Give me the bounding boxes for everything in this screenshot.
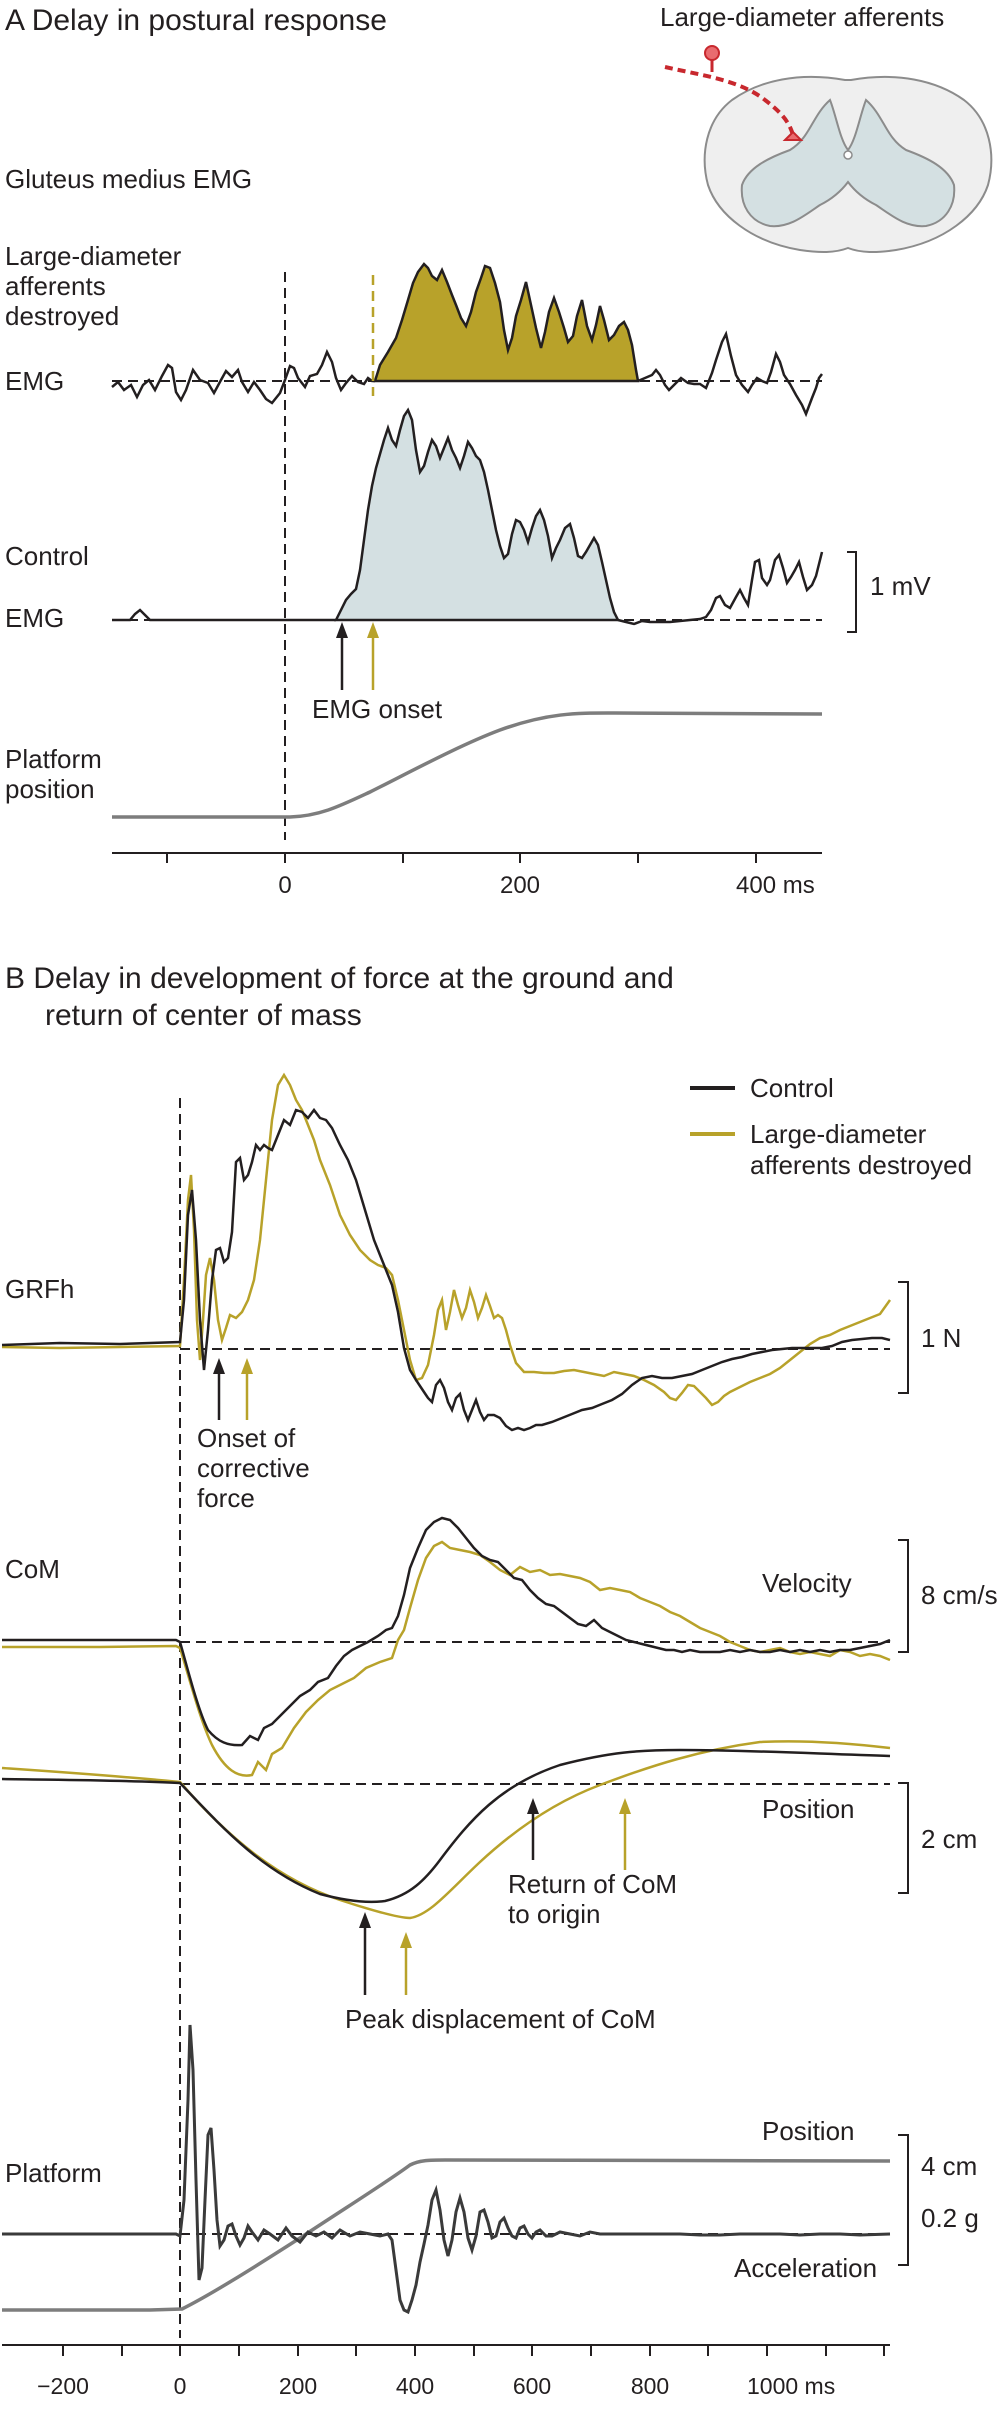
grfh-control-trace [1,1107,891,1432]
control-return-arrowhead [527,1798,539,1814]
platform-label-b: Platform [5,2158,102,2188]
scale-2cm-label: 2 cm [921,1824,977,1854]
platform-position-trace-a [112,711,823,819]
scale-bar-1mv [847,551,857,633]
tick-b-200: 200 [279,2373,317,2399]
velocity-lesion-trace [2,1540,891,1777]
legend-lesion-label-2: afferents destroyed [750,1150,972,1180]
tick-b-neg200: −200 [37,2373,89,2399]
lesion-emg-fill [373,262,640,383]
lesion-label-1: Large-diameter [5,241,182,271]
emg-label-control: EMG [5,603,64,633]
force-onset-label-2: corrective [197,1453,310,1483]
grfh-lesion-trace [1,1072,892,1407]
tick-b-1000: 1000 ms [747,2373,835,2399]
lesion-label-3: destroyed [5,301,119,331]
tick-b-0: 0 [174,2373,187,2399]
scale-bar-8cms [898,1539,909,1653]
platform-label-1: Platform [5,744,102,774]
spinal-cord-diagram [664,45,993,254]
scale-bar-platform [898,2134,909,2266]
lesion-onset-arrowhead [367,622,379,638]
scale-bar-2cm [898,1782,909,1894]
tick-a-0: 0 [278,872,291,899]
control-force-onset-arrowhead [213,1358,225,1374]
return-label-2: to origin [508,1899,601,1929]
scale-8cms-label: 8 cm/s [921,1580,998,1610]
return-label-1: Return of CoM [508,1869,677,1899]
scale-1mv-label: 1 mV [870,571,931,601]
position-control-trace [1,1748,891,1904]
emg-onset-label: EMG onset [312,694,443,724]
panel-b-title-2: return of center of mass [45,999,362,1032]
force-onset-label-1: Onset of [197,1423,296,1453]
time-axis-b [2,2344,890,2356]
control-label: Control [5,541,89,571]
velocity-control-trace [2,1516,891,1747]
grfh-label: GRFh [5,1274,74,1304]
scale-4cm-label: 4 cm [921,2151,977,2181]
com-label: CoM [5,1554,60,1584]
time-axis-a [112,852,822,863]
platform-position-trace-b [2,2158,891,2312]
lesion-label-2: afferents [5,271,106,301]
platform-label-2: position [5,774,95,804]
section-label-emg: Gluteus medius EMG [5,164,252,194]
velocity-label: Velocity [762,1568,852,1598]
peak-label: Peak displacement of CoM [345,2004,656,2034]
legend-lesion-label-1: Large-diameter [750,1119,927,1149]
force-onset-label-3: force [197,1483,255,1513]
lesion-force-onset-arrowhead [241,1358,253,1374]
inset-label: Large-diameter afferents [660,2,944,32]
position-lesion-trace [1,1740,891,1920]
scale-1n-label: 1 N [921,1323,961,1353]
tick-b-800: 800 [631,2373,669,2399]
control-onset-arrowhead [336,622,348,638]
tick-a-400: 400 ms [736,872,815,899]
lesion-return-arrowhead [619,1798,631,1814]
tick-a-200: 200 [500,872,540,899]
legend [690,1086,735,1136]
panel-a-title: A Delay in postural response [5,4,387,37]
emg-label-lesion: EMG [5,366,64,396]
legend-control-label: Control [750,1073,834,1103]
tick-b-400: 400 [396,2373,434,2399]
platform-position-label: Position [762,2116,855,2146]
position-label: Position [762,1794,855,1824]
panel-b-title-1: B Delay in development of force at the g… [5,962,674,995]
scale-02g-label: 0.2 g [921,2203,979,2233]
tick-b-600: 600 [513,2373,551,2399]
acceleration-label: Acceleration [734,2253,877,2283]
scale-bar-1n [898,1281,909,1394]
control-peak-arrowhead [359,1912,371,1928]
platform-acceleration-trace [2,2024,891,2315]
lesion-peak-arrowhead [400,1932,412,1948]
control-emg-fill [333,407,621,622]
